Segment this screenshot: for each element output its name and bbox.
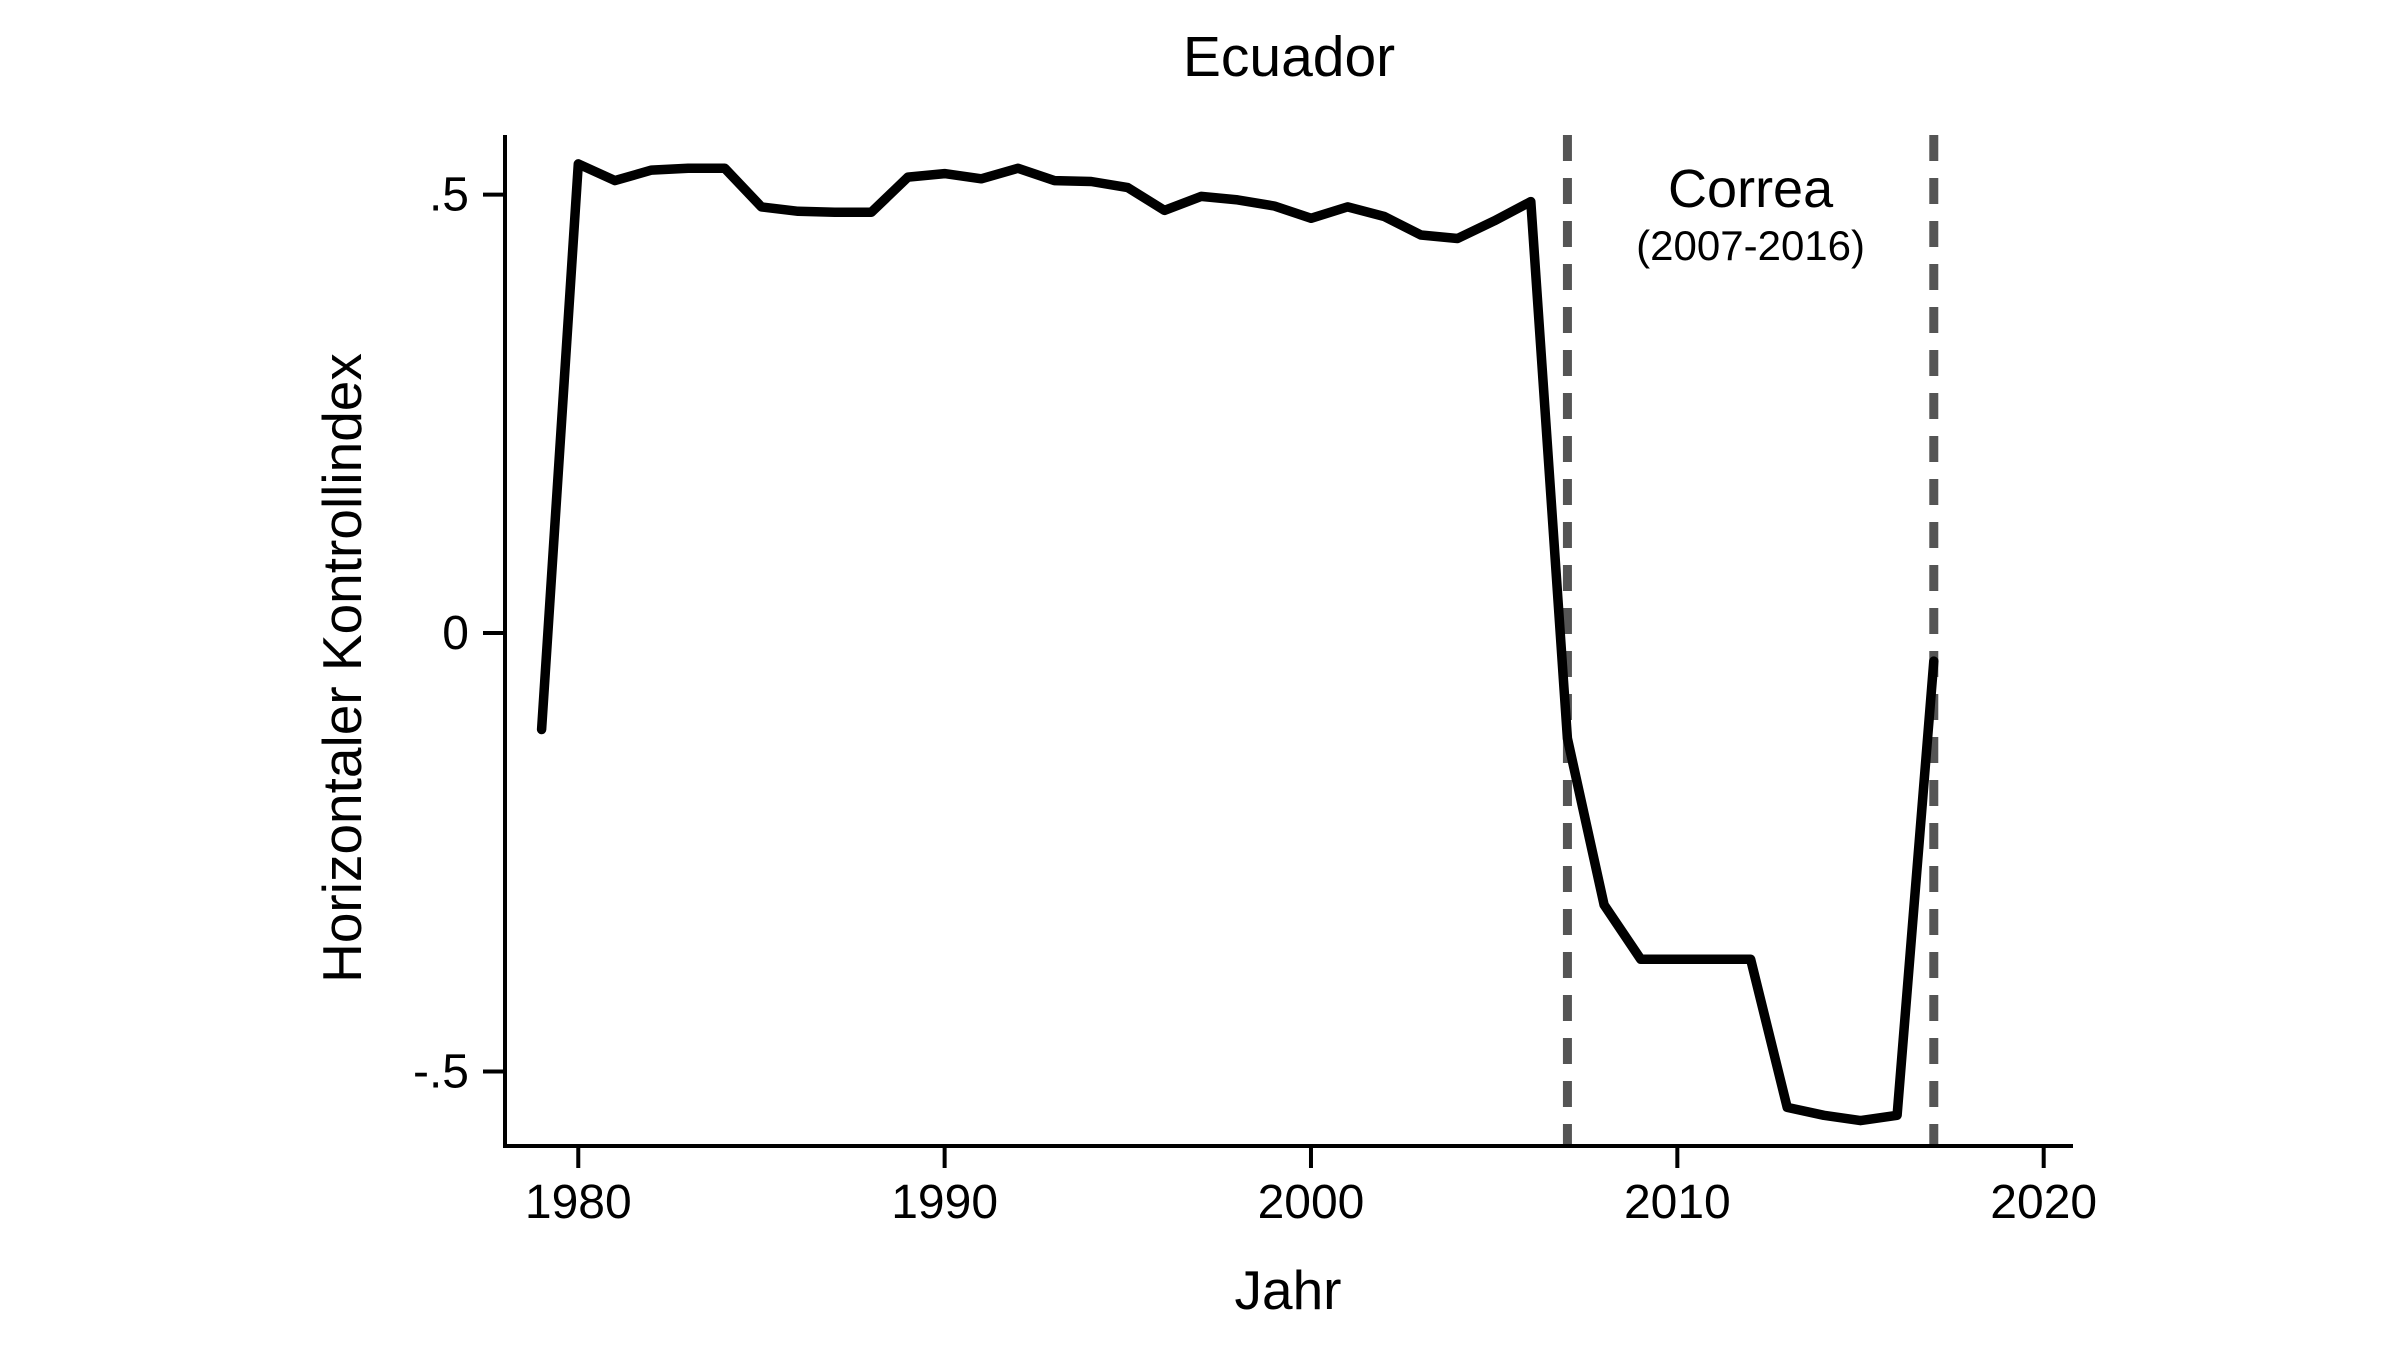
annotation-correa: Correa (2007-2016)	[1636, 158, 1865, 270]
annotation-subtitle: (2007-2016)	[1636, 221, 1866, 269]
annotation-title: Correa	[1668, 159, 1834, 219]
x-tick-label-2000: 2000	[1258, 1176, 1365, 1229]
x-tick-label-2020: 2020	[1990, 1176, 2097, 1229]
x-axis-label: Jahr	[1234, 1259, 1342, 1321]
x-tick-label-1980: 1980	[525, 1176, 632, 1229]
y-tick-label-.5: .5	[429, 169, 469, 222]
x-tick-label-2010: 2010	[1624, 1176, 1731, 1229]
chart-title: Ecuador	[1182, 25, 1396, 89]
x-tick-label-1990: 1990	[891, 1176, 998, 1229]
y-axis-label: Horizontaler Kontrollindex	[311, 353, 373, 983]
data-line-horizontaler-kontrollindex	[536, 159, 1939, 1126]
y-tick-label--.5: -.5	[413, 1045, 469, 1098]
y-tick-label-0: 0	[442, 607, 469, 660]
